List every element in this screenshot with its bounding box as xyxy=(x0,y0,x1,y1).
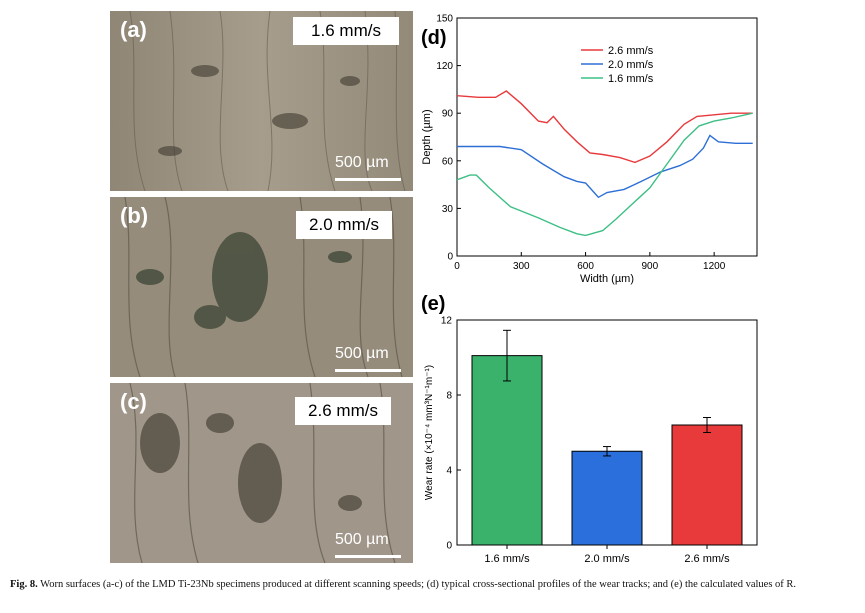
caption-text: Worn surfaces (a-c) of the LMD Ti-23Nb s… xyxy=(40,579,797,590)
panel-label-b: (b) xyxy=(120,203,149,228)
y-tick-label: 0 xyxy=(446,541,452,552)
x-axis-label: Width (µm) xyxy=(580,273,634,285)
y-tick-label: 8 xyxy=(446,391,452,402)
category-label-1: 2.0 mm/s xyxy=(584,553,630,565)
x-tick-label: 1200 xyxy=(703,261,726,272)
y-tick-label: 120 xyxy=(436,61,453,72)
series-line-2 xyxy=(456,112,753,237)
y-tick-label: 90 xyxy=(442,109,454,120)
caption-label: Fig. 8. xyxy=(10,579,38,590)
y-axis-label: Depth (µm) xyxy=(421,109,433,164)
y-tick-label: 60 xyxy=(442,156,454,167)
x-tick-label: 600 xyxy=(577,261,594,272)
y-tick-label: 150 xyxy=(436,14,453,25)
scale-label-b: 500 µm xyxy=(335,345,389,362)
bar-2 xyxy=(671,424,743,546)
bar-0 xyxy=(471,355,543,546)
panel-label-a: (a) xyxy=(120,17,147,42)
speed-label-b: 2.0 mm/s xyxy=(296,211,392,239)
speed-label-c: 2.6 mm/s xyxy=(295,397,391,425)
y-tick-label: 4 xyxy=(446,466,452,477)
panel-label-c: (c) xyxy=(120,389,147,414)
legend-label-2: 1.6 mm/s xyxy=(608,73,654,85)
y-tick-label: 30 xyxy=(442,204,454,215)
panel-label-e: (e) xyxy=(421,293,445,315)
legend-label-0: 2.6 mm/s xyxy=(608,45,654,57)
micrograph-a: (a) 1.6 mm/s 500 µm xyxy=(110,11,413,191)
figure-caption: Fig. 8. Worn surfaces (a-c) of the LMD T… xyxy=(10,578,860,592)
micrograph-c: (c) 2.6 mm/s 500 µm xyxy=(110,383,413,563)
x-tick-label: 0 xyxy=(454,261,460,272)
scale-label-a: 500 µm xyxy=(335,154,389,171)
scale-bar-c xyxy=(335,555,401,558)
speed-label-a: 1.6 mm/s xyxy=(293,17,399,45)
y-axis-label: Wear rate (×10⁻⁴ mm³N⁻¹m⁻¹) xyxy=(424,365,435,500)
x-tick-label: 300 xyxy=(513,261,530,272)
category-label-2: 2.6 mm/s xyxy=(684,553,730,565)
bar-1 xyxy=(571,450,643,546)
wear-rate-chart: 0 4 8 12 Wear rate (×10⁻⁴ mm³N⁻¹m⁻¹) (e) 1.6 m… xyxy=(421,293,758,565)
panel-label-d: (d) xyxy=(421,27,447,49)
micrograph-b: (b) 2.0 mm/s 500 µm xyxy=(110,197,413,377)
scale-label-c: 500 µm xyxy=(335,531,389,548)
y-tick-label: 0 xyxy=(447,252,453,263)
legend-label-1: 2.0 mm/s xyxy=(608,59,654,71)
depth-profile-chart: 0 300 600 900 1200 0 30 60 90 120 150 Width (µm) Dep… xyxy=(421,14,758,285)
x-tick-label: 900 xyxy=(642,261,659,272)
category-label-0: 1.6 mm/s xyxy=(484,553,530,565)
scale-bar-b xyxy=(335,369,401,372)
series-line-1 xyxy=(457,134,753,199)
scale-bar-a xyxy=(335,178,401,181)
y-tick-label: 12 xyxy=(441,316,453,327)
series-line-0 xyxy=(456,90,753,164)
plot-frame xyxy=(456,17,758,257)
